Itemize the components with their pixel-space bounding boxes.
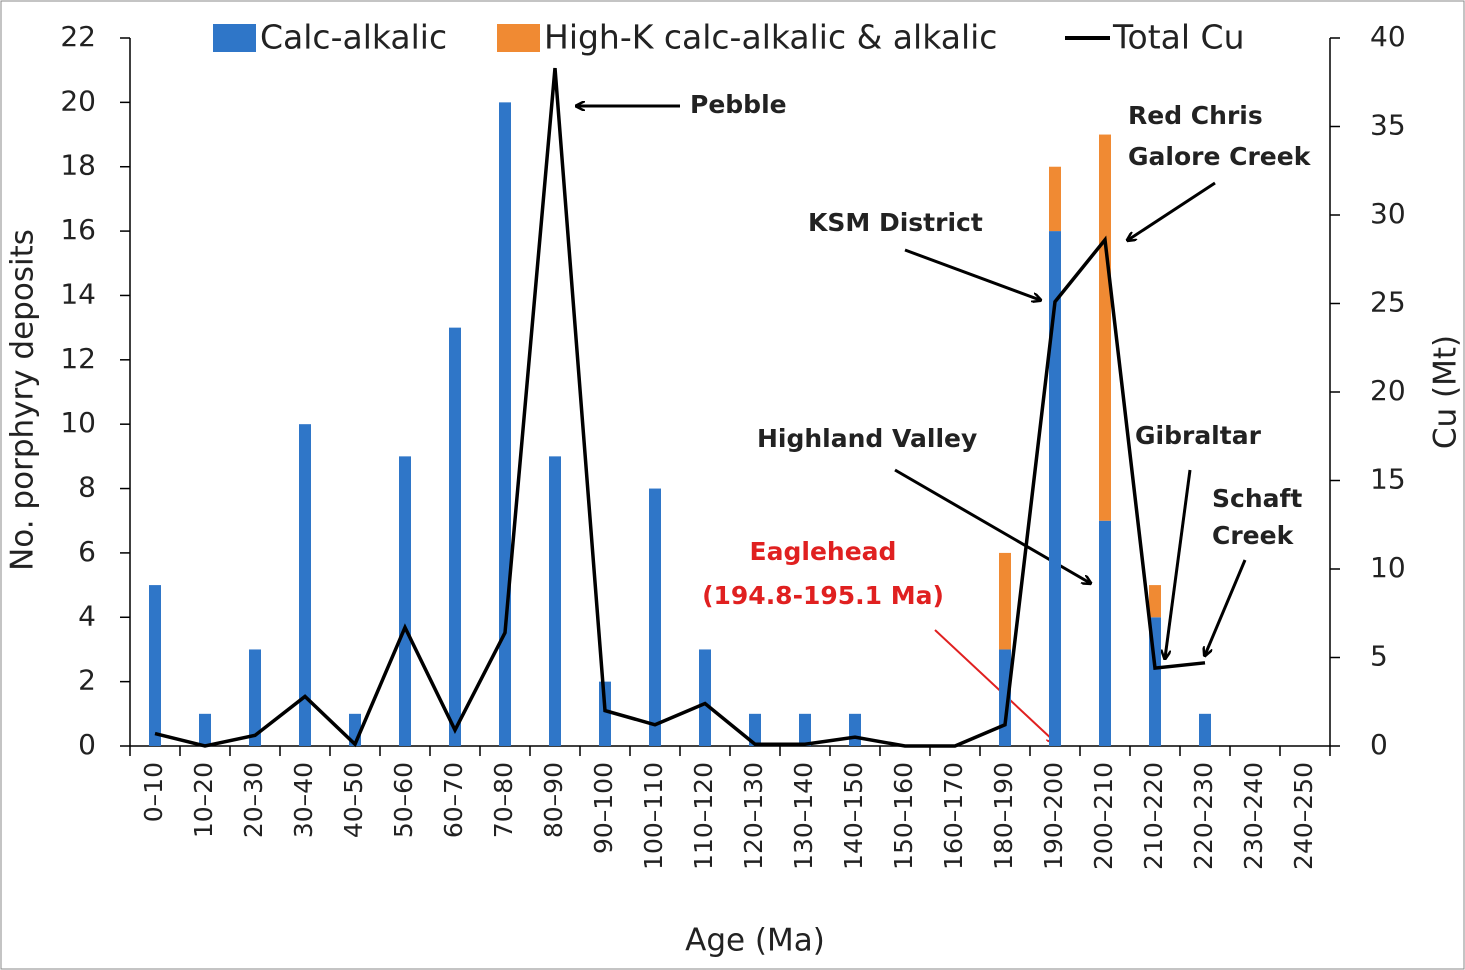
x-tick-label: 220–230 [1189, 762, 1218, 870]
x-tick-label: 210–220 [1139, 762, 1168, 870]
y-tick-label: 0 [78, 728, 96, 761]
x-tick-label: 80–90 [539, 762, 568, 838]
x-tick-label: 20–30 [239, 762, 268, 838]
annotation: (194.8-195.1 Ma) [702, 581, 944, 610]
y-tick-label: 2 [78, 664, 96, 697]
y-tick-label: 18 [60, 149, 96, 182]
x-tick-label: 230–240 [1239, 762, 1268, 870]
bar [999, 552, 1011, 650]
y-tick-label: 12 [60, 342, 96, 375]
x-tick-label: 130–140 [789, 762, 818, 870]
x-tick-label: 0–10 [139, 762, 168, 822]
bar [1199, 713, 1211, 746]
annotation: Creek [1212, 521, 1295, 550]
y-tick-label: 10 [60, 406, 96, 439]
bar [1049, 166, 1061, 232]
x-tick-label: 190–200 [1039, 762, 1068, 870]
y2-tick-label: 15 [1370, 463, 1406, 496]
arrow [934, 629, 1055, 742]
y2-tick-label: 10 [1370, 551, 1406, 584]
bar [799, 713, 811, 746]
bar [249, 649, 261, 746]
bar [299, 424, 311, 746]
bar [999, 649, 1011, 746]
y2-tick-label: 40 [1370, 20, 1406, 53]
x-tick-label: 110–120 [689, 762, 718, 870]
x-tick-label: 150–160 [889, 762, 918, 870]
x-tick-label: 240–250 [1289, 762, 1318, 870]
bar [1099, 520, 1111, 746]
annotation: Pebble [690, 90, 787, 119]
bar [149, 585, 161, 746]
legend-label: High-K calc-alkalic & alkalic [544, 18, 997, 57]
annotation: Red Chris [1128, 101, 1263, 130]
legend-swatch [213, 24, 256, 52]
x-tick-label: 140–150 [839, 762, 868, 870]
bar [449, 327, 461, 746]
bar [1099, 134, 1111, 521]
x-tick-label: 40–50 [339, 762, 368, 838]
x-axis-title: Age (Ma) [685, 923, 825, 959]
annotation: Galore Creek [1128, 142, 1312, 171]
bar [649, 488, 661, 746]
y-tick-label: 16 [60, 213, 96, 246]
arrow [1205, 559, 1247, 655]
legend-swatch [497, 24, 540, 52]
y2-tick-label: 25 [1370, 286, 1406, 319]
y2-tick-label: 0 [1370, 728, 1388, 761]
x-tick-label: 180–190 [989, 762, 1018, 870]
y2-tick-label: 30 [1370, 197, 1406, 230]
annotation: KSM District [808, 208, 983, 237]
bar [699, 649, 711, 746]
y-tick-label: 20 [60, 84, 96, 117]
x-tick-label: 10–20 [189, 762, 218, 838]
arrow [904, 248, 1040, 300]
x-tick-label: 120–130 [739, 762, 768, 870]
legend-label: Total Cu [1112, 18, 1245, 57]
x-tick-label: 160–170 [939, 762, 968, 870]
bar [1049, 231, 1061, 746]
y2-tick-label: 5 [1370, 640, 1388, 673]
x-tick-label: 70–80 [489, 762, 518, 838]
line [154, 67, 1206, 748]
annotations: Pebble Red Chris Galore Creek KSM Distri… [577, 90, 1312, 742]
x-tick-label: 200–210 [1089, 762, 1118, 870]
y2-tick-label: 20 [1370, 374, 1406, 407]
y2-axis-title: Cu (Mt) [1428, 335, 1464, 449]
y-tick-label: 14 [60, 277, 96, 310]
bar [499, 102, 511, 746]
bar [199, 713, 211, 746]
bar [849, 713, 861, 746]
annotation: Highland Valley [757, 424, 977, 453]
annotation: Eaglehead [750, 537, 897, 566]
x-tick-label: 90–100 [589, 762, 618, 854]
bar [599, 681, 611, 746]
bar [549, 456, 561, 746]
arrow [1128, 181, 1216, 240]
y-tick-label: 22 [60, 20, 96, 53]
x-tick-label: 30–40 [289, 762, 318, 838]
annotation: Gibraltar [1135, 421, 1262, 450]
y-tick-label: 6 [78, 535, 96, 568]
y-tick-label: 8 [78, 471, 96, 504]
x-tick-label: 50–60 [389, 762, 418, 838]
y2-tick-label: 35 [1370, 109, 1406, 142]
y-tick-label: 4 [78, 599, 96, 632]
bar [749, 713, 761, 746]
x-tick-label: 60–70 [439, 762, 468, 838]
arrow [1165, 469, 1192, 658]
bar [399, 456, 411, 746]
x-tick-label: 100–110 [639, 762, 668, 870]
y-axis-title: No. porphyry deposits [5, 229, 41, 571]
bar [1149, 585, 1161, 618]
annotation: Schaft [1212, 484, 1302, 513]
legend-label: Calc-alkalic [260, 18, 447, 57]
